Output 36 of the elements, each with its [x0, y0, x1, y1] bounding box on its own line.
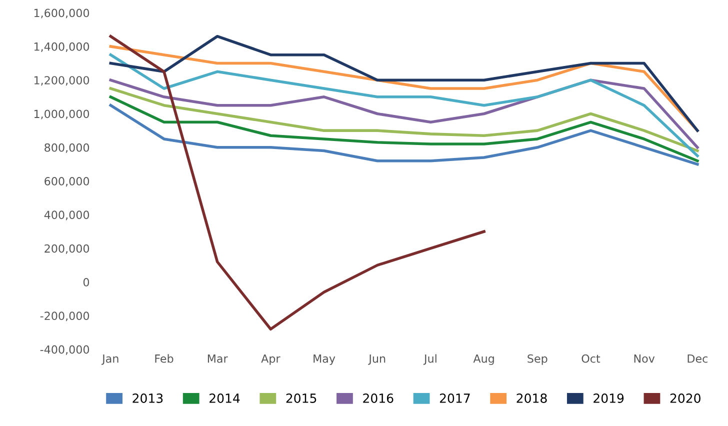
y-tick-label: 1,600,000	[34, 8, 90, 18]
y-tick-label: 1,400,000	[34, 42, 90, 52]
x-tick-label: Aug	[473, 354, 494, 365]
y-tick-label: 400,000	[44, 210, 90, 220]
y-tick-label: 600,000	[44, 177, 90, 187]
legend-label: 2014	[210, 394, 240, 403]
x-tick-label: Jun	[368, 354, 386, 365]
x-tick-label: Apr	[261, 354, 280, 365]
legend-label: 2020	[670, 394, 700, 403]
x-tick-label: Dec	[688, 354, 708, 363]
legend-label: 2018	[516, 394, 547, 403]
x-tick-label: Mar	[208, 354, 228, 363]
line-series	[109, 53, 699, 158]
x-tick-label: Feb	[155, 354, 174, 363]
line-series	[109, 34, 486, 331]
x-tick-label: Sep	[528, 354, 548, 365]
y-tick-label: 0	[83, 278, 90, 286]
y-tick-label: -400,000	[40, 345, 90, 355]
x-tick-label: Oct	[582, 354, 600, 363]
x-tick-label: Jul	[423, 354, 436, 365]
y-tick-label: 1,000,000	[34, 110, 90, 120]
legend-label: 2017	[440, 394, 470, 403]
line-series	[109, 104, 699, 166]
line-series	[109, 87, 699, 152]
y-tick-label: -200,000	[40, 312, 90, 322]
y-tick-label: 1,200,000	[34, 76, 90, 86]
legend-label: 2019	[594, 394, 624, 403]
line-series	[109, 96, 699, 162]
y-tick-label: 200,000	[44, 244, 90, 254]
legend-label: 2013	[132, 394, 163, 403]
legend-label: 2016	[363, 394, 394, 403]
x-tick-label: May	[314, 354, 336, 365]
y-tick-label: 800,000	[44, 143, 90, 153]
x-tick-label: Jan	[102, 354, 118, 365]
x-tick-label: Nov	[634, 354, 655, 363]
legend-label: 2015	[286, 394, 316, 403]
